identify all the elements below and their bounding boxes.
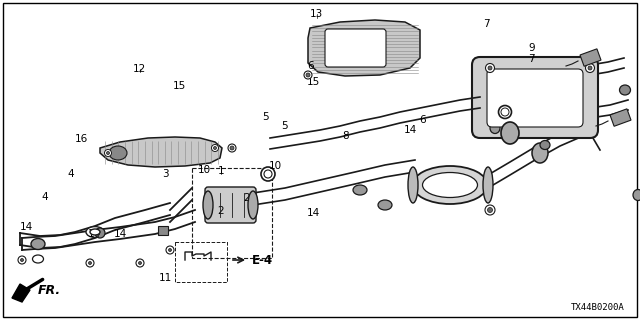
FancyBboxPatch shape [487, 69, 583, 127]
Bar [192, 168, 272, 258]
Ellipse shape [138, 261, 141, 265]
Ellipse shape [304, 71, 312, 79]
Ellipse shape [483, 167, 493, 203]
Ellipse shape [540, 140, 550, 149]
Bar [175, 242, 227, 282]
Ellipse shape [532, 143, 548, 163]
Ellipse shape [88, 261, 92, 265]
Text: 6: 6 [419, 115, 426, 125]
Ellipse shape [490, 123, 500, 133]
Text: 5: 5 [282, 121, 288, 132]
Ellipse shape [248, 191, 258, 219]
Ellipse shape [33, 255, 44, 263]
Text: 14: 14 [307, 208, 320, 218]
Ellipse shape [228, 144, 236, 152]
Polygon shape [100, 137, 222, 167]
Ellipse shape [586, 63, 595, 73]
Ellipse shape [486, 63, 495, 73]
Ellipse shape [413, 166, 488, 204]
Ellipse shape [588, 66, 592, 70]
Text: 16: 16 [76, 134, 88, 144]
Ellipse shape [211, 145, 218, 151]
Text: 4: 4 [42, 192, 48, 202]
Text: 5: 5 [262, 112, 269, 122]
Text: 14: 14 [20, 222, 33, 232]
Ellipse shape [95, 228, 105, 238]
Text: 12: 12 [133, 64, 146, 74]
Text: 1: 1 [218, 166, 224, 176]
Ellipse shape [31, 238, 45, 250]
Text: 11: 11 [159, 273, 172, 284]
Text: FR.: FR. [38, 284, 61, 297]
Ellipse shape [203, 191, 213, 219]
Ellipse shape [485, 205, 495, 215]
Polygon shape [308, 20, 420, 76]
Ellipse shape [408, 167, 418, 203]
Text: 7: 7 [528, 54, 534, 64]
Text: 6: 6 [307, 60, 314, 71]
Ellipse shape [353, 185, 367, 195]
Ellipse shape [488, 207, 493, 212]
Ellipse shape [166, 246, 174, 254]
Ellipse shape [90, 229, 100, 235]
Bar [158, 226, 168, 235]
Text: 14: 14 [404, 124, 417, 135]
Text: TX44B0200A: TX44B0200A [572, 303, 625, 312]
Text: 7: 7 [483, 19, 490, 29]
Ellipse shape [306, 73, 310, 77]
Ellipse shape [106, 151, 109, 155]
Bar [580, 49, 601, 66]
Text: 4: 4 [67, 169, 74, 180]
Text: 15: 15 [307, 76, 320, 87]
Ellipse shape [499, 106, 511, 118]
Ellipse shape [378, 200, 392, 210]
Text: 10: 10 [198, 164, 211, 175]
Ellipse shape [633, 189, 640, 201]
Text: 9: 9 [528, 43, 534, 53]
Text: 2: 2 [218, 206, 224, 216]
Ellipse shape [261, 167, 275, 181]
Ellipse shape [230, 146, 234, 150]
Text: 3: 3 [162, 169, 168, 180]
Ellipse shape [20, 259, 24, 261]
Ellipse shape [264, 170, 272, 178]
Ellipse shape [104, 149, 111, 156]
Ellipse shape [501, 122, 519, 144]
Ellipse shape [136, 259, 144, 267]
FancyBboxPatch shape [205, 187, 256, 223]
Ellipse shape [620, 85, 630, 95]
Ellipse shape [109, 146, 127, 160]
Ellipse shape [214, 147, 216, 149]
Text: 13: 13 [310, 9, 323, 20]
FancyBboxPatch shape [325, 29, 386, 67]
Text: 14: 14 [88, 228, 101, 239]
Ellipse shape [422, 172, 477, 197]
Ellipse shape [18, 256, 26, 264]
Ellipse shape [488, 66, 492, 70]
Text: 14: 14 [114, 228, 127, 239]
FancyBboxPatch shape [472, 57, 598, 138]
Polygon shape [12, 284, 30, 302]
Text: 8: 8 [342, 131, 349, 141]
Ellipse shape [168, 249, 172, 252]
Bar [610, 109, 631, 126]
Text: E-4: E-4 [252, 253, 273, 267]
Ellipse shape [501, 108, 509, 116]
Text: 10: 10 [269, 161, 282, 172]
Ellipse shape [86, 227, 104, 237]
Text: 2: 2 [243, 193, 250, 204]
Text: 15: 15 [173, 81, 186, 92]
Ellipse shape [86, 259, 94, 267]
